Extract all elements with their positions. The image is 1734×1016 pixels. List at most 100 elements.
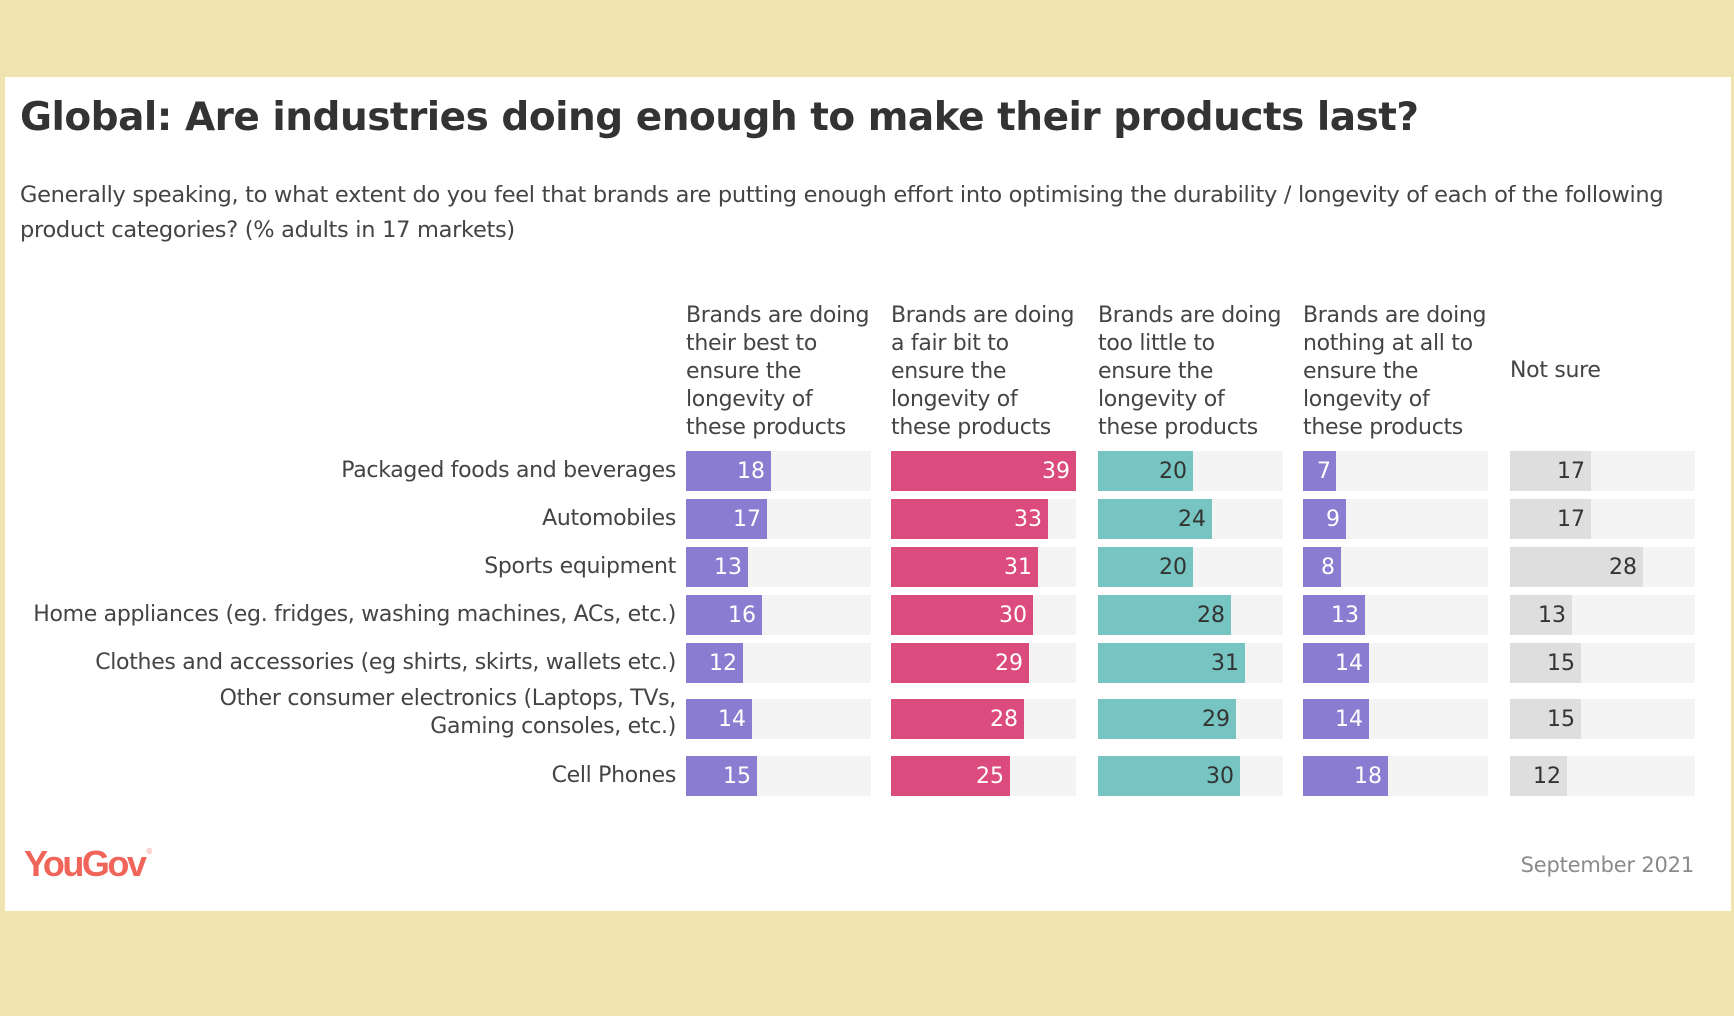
bar — [1098, 547, 1193, 587]
bar-track: 33 — [891, 499, 1076, 539]
bar-track: 17 — [1510, 499, 1695, 539]
yougov-logo: YouGov ® — [24, 843, 152, 885]
bar-track: 13 — [1303, 595, 1488, 635]
bar — [891, 451, 1076, 491]
bar-track: 13 — [686, 547, 871, 587]
bar — [1303, 547, 1341, 587]
bar — [686, 756, 757, 796]
bar-value-label: 14 — [1335, 651, 1363, 676]
category-label: Automobiles — [542, 506, 676, 531]
category-label: Cell Phones — [551, 763, 677, 788]
bar-track: 31 — [1098, 643, 1283, 683]
bar-track: 20 — [1098, 547, 1283, 587]
bar — [891, 595, 1033, 635]
registered-mark: ® — [146, 847, 153, 856]
bar-value-label: 28 — [990, 707, 1018, 732]
bar-track: 17 — [686, 499, 871, 539]
bar — [686, 643, 743, 683]
bar-track: 18 — [686, 451, 871, 491]
bar-track: 14 — [686, 699, 871, 739]
bar-track: 13 — [1510, 595, 1695, 635]
bar — [1303, 451, 1336, 491]
column-header-2: Brands are doing a fair bit to ensure th… — [891, 303, 1075, 440]
bar-value-label: 14 — [1335, 707, 1363, 732]
bar-value-label: 30 — [999, 603, 1027, 628]
bar-track: 18 — [1303, 756, 1488, 796]
bar-track: 20 — [1098, 451, 1283, 491]
bar — [686, 699, 752, 739]
bar-track: 28 — [891, 699, 1076, 739]
bar-value-label: 20 — [1159, 459, 1187, 484]
bar-track: 30 — [1098, 756, 1283, 796]
logo-text: YouGov — [24, 843, 147, 884]
bar-track: 31 — [891, 547, 1076, 587]
chart-title: Global: Are industries doing enough to m… — [20, 95, 1419, 140]
bar-track: 28 — [1510, 547, 1695, 587]
bar-value-label: 30 — [1206, 764, 1234, 789]
bar-value-label: 39 — [1042, 459, 1070, 484]
column-header-4: Brands are doing nothing at all to ensur… — [1303, 303, 1487, 440]
column-header-3: Brands are doing too little to ensure th… — [1098, 303, 1282, 440]
bar-value-label: 14 — [718, 707, 746, 732]
bar-track: 12 — [1510, 756, 1695, 796]
bar — [686, 451, 771, 491]
bar-track: 8 — [1303, 547, 1488, 587]
bar — [1303, 756, 1388, 796]
bar-track: 28 — [1098, 595, 1283, 635]
bar-value-label: 17 — [1557, 507, 1585, 532]
bar-track: 12 — [686, 643, 871, 683]
bar — [1098, 699, 1236, 739]
bar-value-label: 24 — [1178, 507, 1206, 532]
bar-track: 29 — [1098, 699, 1283, 739]
bar-value-label: 31 — [1211, 651, 1239, 676]
category-label: Home appliances (eg. fridges, washing ma… — [33, 602, 676, 627]
bar-track: 16 — [686, 595, 871, 635]
chart-subtitle: Generally speaking, to what extent do yo… — [20, 182, 1664, 243]
bar — [1510, 547, 1643, 587]
bar — [1510, 451, 1591, 491]
bar-value-label: 8 — [1321, 555, 1335, 580]
bar — [1510, 756, 1567, 796]
bar-value-label: 28 — [1197, 603, 1225, 628]
bar — [1303, 595, 1365, 635]
bar-value-label: 16 — [728, 603, 756, 628]
bar — [1098, 451, 1193, 491]
bar — [891, 499, 1048, 539]
bar-value-label: 28 — [1609, 555, 1637, 580]
bar-value-label: 29 — [1202, 707, 1230, 732]
column-header-1: Brands are doing their best to ensure th… — [686, 303, 870, 440]
bar-track: 25 — [891, 756, 1076, 796]
bar-track: 39 — [891, 451, 1076, 491]
bar — [1098, 499, 1212, 539]
bar-value-label: 15 — [1547, 707, 1575, 732]
bar-value-label: 29 — [995, 651, 1023, 676]
bar-track: 30 — [891, 595, 1076, 635]
bar-value-label: 17 — [733, 507, 761, 532]
category-label: Other consumer electronics (Laptops, TVs… — [219, 686, 677, 739]
bar-track: 17 — [1510, 451, 1695, 491]
bar — [1510, 699, 1581, 739]
bar-value-label: 12 — [1533, 764, 1561, 789]
bar-value-label: 7 — [1317, 459, 1331, 484]
bar — [1303, 643, 1369, 683]
bar — [891, 699, 1024, 739]
bar — [686, 499, 767, 539]
bar — [1510, 499, 1591, 539]
bar — [686, 547, 748, 587]
bar — [1303, 699, 1369, 739]
bar — [1510, 595, 1572, 635]
category-label: Sports equipment — [484, 554, 676, 579]
bar-value-label: 13 — [1538, 603, 1566, 628]
bar — [1303, 499, 1346, 539]
bar — [1098, 643, 1245, 683]
bar-value-label: 20 — [1159, 555, 1187, 580]
bar — [1098, 756, 1240, 796]
category-label: Clothes and accessories (eg shirts, skir… — [95, 650, 676, 675]
bar — [891, 547, 1038, 587]
bar-value-label: 12 — [709, 651, 737, 676]
bar-track: 15 — [686, 756, 871, 796]
bar — [1510, 643, 1581, 683]
bar-value-label: 15 — [1547, 651, 1575, 676]
bar-value-label: 13 — [1331, 603, 1359, 628]
bar-value-label: 17 — [1557, 459, 1585, 484]
